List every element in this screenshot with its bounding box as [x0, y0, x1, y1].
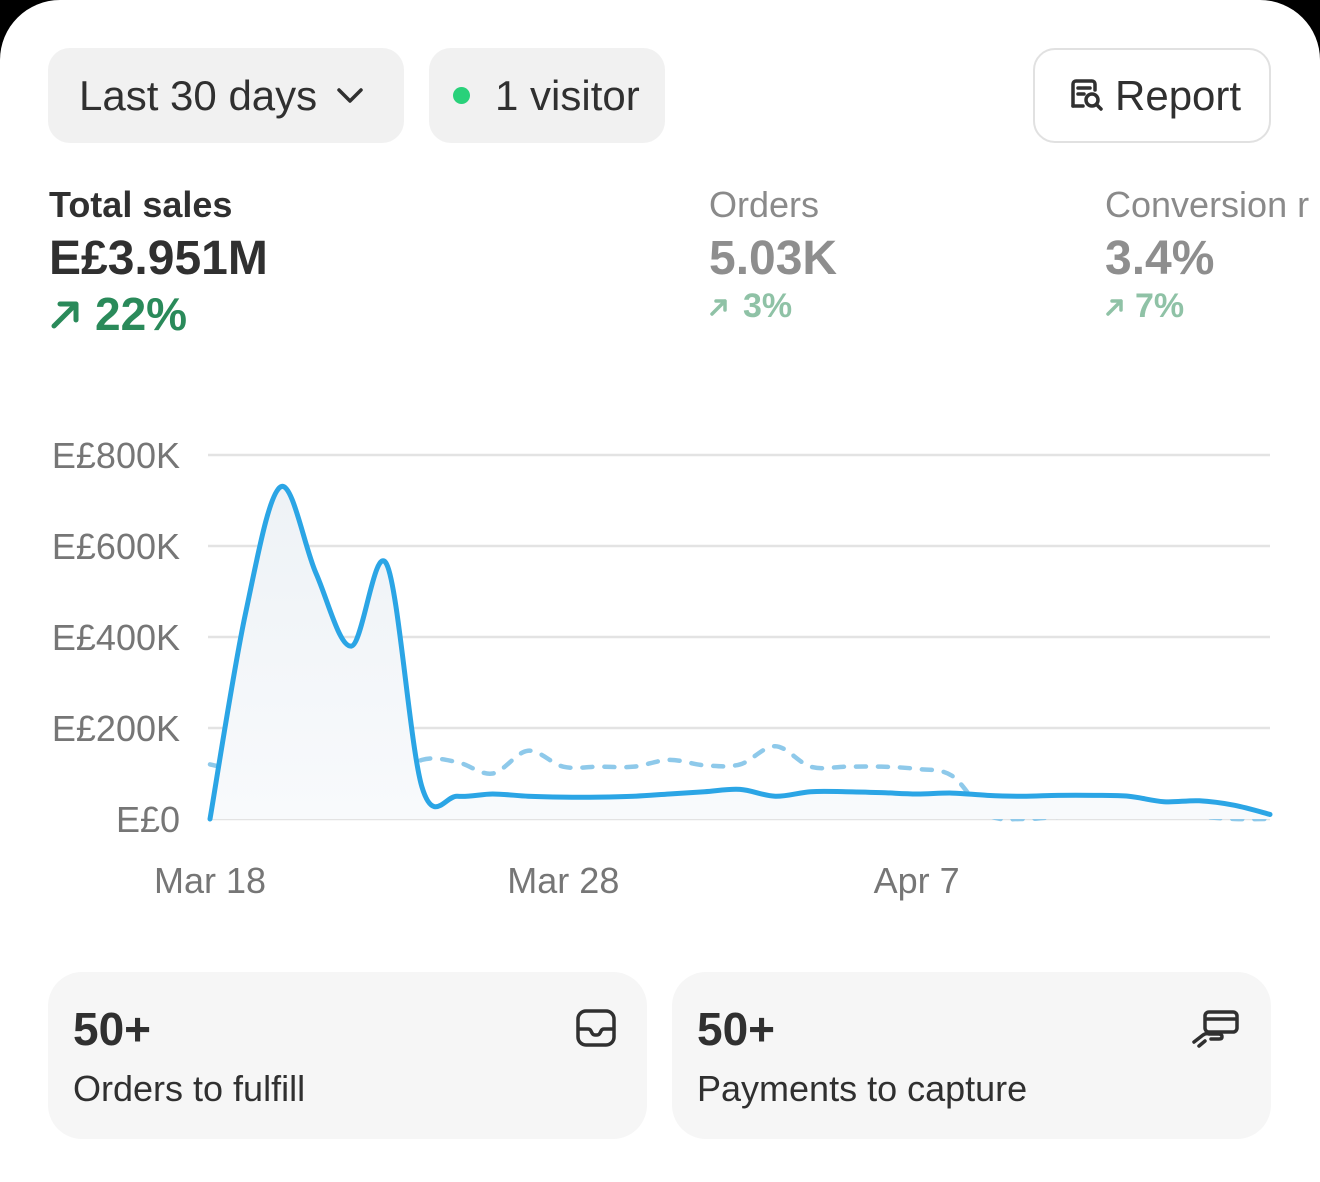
report-icon [1065, 76, 1105, 116]
date-range-select[interactable]: Last 30 days [48, 48, 404, 143]
tile-label: Payments to capture [697, 1068, 1028, 1109]
y-tick-label: E£0 [116, 799, 180, 840]
report-label: Report [1115, 71, 1242, 119]
payment-hand-icon [1191, 1008, 1241, 1053]
chevron-down-icon [335, 86, 365, 106]
current-period-line [207, 484, 1273, 822]
live-visitors-pill[interactable]: 1 visitor [429, 48, 665, 143]
y-tick-label: E£800K [52, 435, 180, 476]
report-button[interactable]: Report [1033, 48, 1271, 143]
arrow-up-right-icon [1105, 297, 1125, 317]
y-tick-label: E£400K [52, 617, 180, 658]
metric-value: 3.4% [1105, 232, 1215, 285]
tile-label: Orders to fulfill [73, 1068, 306, 1109]
x-tick-label: Apr 7 [874, 860, 960, 901]
metric-change: 3% [743, 287, 793, 325]
x-tick-label: Mar 18 [154, 860, 266, 901]
visitor-count: 1 visitor [495, 71, 640, 119]
metric-label: Total sales [49, 184, 233, 225]
x-tick-label: Mar 28 [507, 860, 619, 901]
tile-count: 50+ [697, 1003, 776, 1055]
sales-line-chart[interactable]: E£0 E£200K E£400K E£600K E£800K Mar 18 Mar 28… [0, 400, 1320, 930]
metric-change: 7% [1135, 287, 1185, 325]
metric-change: 22% [95, 288, 188, 340]
date-range-label: Last 30 days [79, 71, 318, 119]
current-period-area [210, 486, 1270, 819]
arrow-up-right-icon [49, 297, 83, 331]
metric-orders[interactable]: Orders 5.03K 3% [709, 183, 837, 326]
metric-value: E£3.951M [49, 232, 268, 285]
live-dot-icon [453, 87, 470, 104]
metric-conversion-rate[interactable]: Conversion r 3.4% 7% [1105, 183, 1309, 326]
arrow-up-right-icon [709, 297, 729, 317]
metric-label: Orders [709, 184, 820, 225]
y-tick-label: E£600K [52, 526, 180, 567]
metric-value: 5.03K [709, 232, 838, 285]
inbox-icon [575, 1008, 617, 1053]
metric-total-sales[interactable]: Total sales E£3.951M 22% [49, 183, 268, 341]
orders-to-fulfill-tile[interactable]: 50+ Orders to fulfill [48, 972, 647, 1139]
metric-label: Conversion r [1105, 184, 1310, 225]
tile-count: 50+ [73, 1003, 152, 1055]
payments-to-capture-tile[interactable]: 50+ Payments to capture [672, 972, 1271, 1139]
y-tick-label: E£200K [52, 708, 180, 749]
